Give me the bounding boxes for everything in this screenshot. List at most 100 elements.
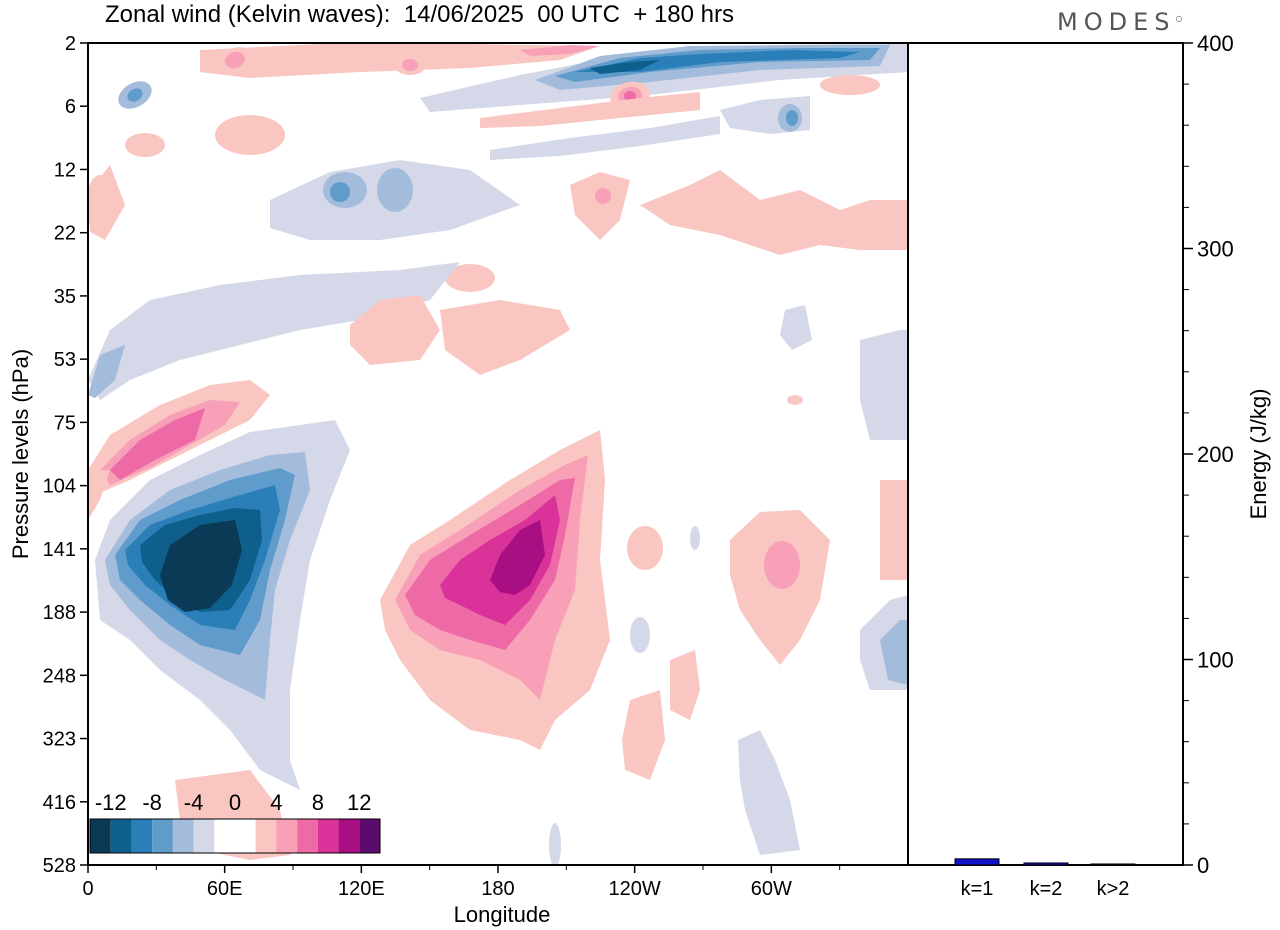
contour-region — [780, 305, 812, 350]
y-tick-label: 323 — [43, 729, 76, 751]
contour-region — [787, 395, 803, 405]
colorbar-label: 8 — [312, 790, 324, 815]
wind-field — [88, 43, 908, 865]
negative-core — [160, 520, 242, 612]
contour-region — [670, 650, 700, 720]
colorbar-swatch — [172, 819, 194, 853]
contour-region — [627, 526, 663, 570]
x-tick-label: 180 — [481, 878, 514, 900]
colorbar-swatch — [276, 819, 298, 853]
contour-region — [110, 408, 205, 480]
chart-title: Zonal wind (Kelvin waves): 14/06/2025 00… — [105, 1, 734, 28]
colorbar-label: -8 — [142, 790, 162, 815]
y-tick-label: 12 — [54, 159, 76, 181]
energy-axis-title: Energy (J/kg) — [1246, 389, 1271, 520]
contour-region — [630, 617, 650, 653]
contour-region — [549, 823, 561, 865]
contour-region — [480, 92, 700, 128]
colorbar-swatch — [131, 819, 153, 853]
energy-y-tick-label: 200 — [1197, 442, 1234, 467]
energy-y-tick-label: 300 — [1197, 237, 1234, 262]
contour-region — [590, 60, 660, 74]
colorbar: -12 -8 -4 0 4 8 12 — [89, 790, 381, 854]
energy-bar-k=2 — [1023, 862, 1069, 866]
colorbar-swatch — [255, 819, 277, 853]
brand-text: MODES — [1057, 8, 1176, 36]
colorbar-label: -4 — [184, 790, 204, 815]
x-tick-label: 60W — [751, 878, 792, 900]
colorbar-swatch — [214, 819, 235, 853]
contour-region — [402, 59, 418, 71]
y-tick-label: 35 — [54, 286, 76, 308]
energy-bars: k=1 k=2 k>2 — [954, 858, 1136, 900]
colorbar-swatch — [110, 819, 132, 853]
contour-region — [490, 116, 720, 160]
energy-bar-label: k=2 — [1030, 878, 1063, 900]
colorbar-label: 0 — [229, 790, 241, 815]
contour-region — [622, 690, 665, 780]
contour-region — [880, 480, 908, 580]
colorbar-swatch — [90, 819, 111, 853]
energy-y-tick-label: 400 — [1197, 31, 1234, 56]
positive-core — [490, 520, 545, 595]
x-axis-title: Longitude — [454, 902, 551, 927]
y-tick-label: 53 — [54, 349, 76, 371]
y-axis-title: Pressure levels (hPa) — [8, 349, 33, 559]
colorbar-swatch — [235, 819, 256, 853]
y-tick-label: 22 — [54, 223, 76, 245]
colorbar-swatch — [152, 819, 173, 853]
colorbar-swatch — [359, 819, 380, 853]
contour-region — [624, 91, 636, 101]
contour-region — [690, 526, 700, 550]
mid-positive-band — [640, 170, 908, 255]
contour-region — [330, 182, 350, 202]
contour-region — [225, 51, 245, 69]
contour-region — [125, 133, 165, 157]
contour-region — [570, 172, 630, 240]
y-tick-label: 75 — [54, 412, 76, 434]
contour-region — [738, 730, 800, 855]
colorbar-swatch — [193, 819, 215, 853]
colorbar-swatch — [338, 819, 360, 853]
energy-bar-k=1 — [954, 858, 1000, 866]
brand-logo: MODES○ — [1057, 8, 1183, 36]
y-tick-label: 141 — [43, 539, 76, 561]
energy-bar-label: k>2 — [1097, 878, 1130, 900]
x-tick-label: 60E — [207, 878, 243, 900]
contour-region — [786, 110, 798, 126]
contour-region — [520, 45, 600, 56]
x-tick-label: 0 — [82, 878, 93, 900]
y-tick-label: 188 — [43, 602, 76, 624]
contour-region — [440, 300, 570, 375]
energy-bar-k>2 — [1090, 863, 1136, 866]
colorbar-swatch — [297, 819, 318, 853]
lower-stratosphere-negative — [88, 262, 460, 400]
y-tick-label: 6 — [65, 96, 76, 118]
contour-region — [595, 188, 611, 204]
contour-region — [820, 75, 880, 95]
colorbar-frame — [89, 818, 381, 854]
colorbar-label: 4 — [270, 790, 282, 815]
energy-y-tick-label: 0 — [1197, 853, 1209, 878]
contour-region — [764, 541, 800, 589]
colorbar-swatch — [317, 819, 339, 853]
contour-region — [88, 470, 110, 520]
x-tick-label: 120W — [609, 878, 661, 900]
y-tick-label: 248 — [43, 665, 76, 687]
energy-bar-label: k=1 — [961, 878, 994, 900]
contour-region — [88, 345, 125, 398]
contour-region — [127, 88, 143, 102]
contour-region — [377, 168, 413, 212]
contour-region — [880, 620, 908, 685]
contour-region — [350, 295, 440, 365]
contour-region — [445, 264, 495, 292]
colorbar-label: -12 — [95, 790, 127, 815]
y-tick-label: 528 — [43, 855, 76, 877]
y-tick-label: 416 — [43, 792, 76, 814]
contour-region — [90, 165, 125, 240]
energy-frame — [907, 42, 1184, 866]
contour-region — [215, 115, 285, 155]
y-tick-label: 2 — [65, 33, 76, 55]
